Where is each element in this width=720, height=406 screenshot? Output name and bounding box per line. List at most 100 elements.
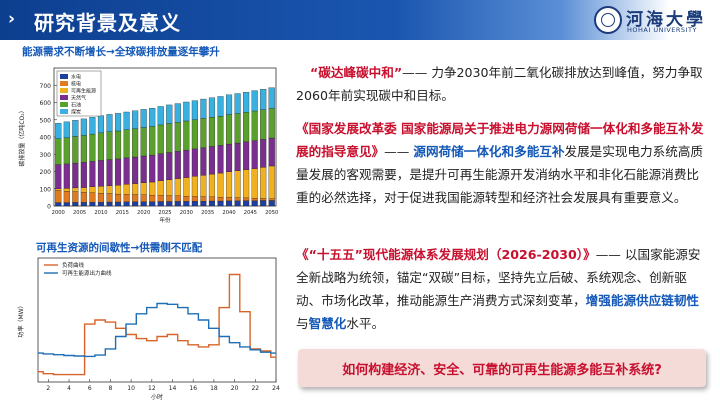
bar-segment [243,200,250,207]
bar-segment [208,173,216,198]
chart1-title: 能源需求不断增长→全球碳排放量逐年攀升 [22,46,220,58]
bar-segment [72,120,79,137]
y-axis-label: 功率（MW） [17,302,25,337]
bar-segment [140,109,147,128]
x-tick-label: 2015 [116,210,129,216]
guidance-highlight: 源网荷储一体化和多能互补 [413,144,565,159]
bar-segment [132,194,139,203]
bar-segment [243,92,250,113]
plan-body: —— 以国家能源安全新战略为统领，锚定“双碳”目标，坚持先立后破、系统观念、创新… [296,247,701,308]
bar-segment [208,146,216,175]
bar-segment [166,123,173,153]
bar-segment [166,104,173,124]
bar-segment [80,135,87,163]
x-tick-label: 2045 [244,210,257,216]
bar-segment [234,113,241,144]
bar-segment [183,177,190,197]
bar-segment [174,201,181,207]
bar-segment [149,126,156,156]
logo-text-cn: 河海大學 [626,10,706,30]
x-tick-label: 4 [67,385,71,392]
bar-segment [183,149,190,178]
bar-segment [183,201,190,207]
bar-segment [200,98,207,119]
carbon-goal-body: —— 力争2030年前二氧化碳排放达到峰值，努力争取2060年前实现碳中和目标。 [296,65,703,103]
bar-segment [114,201,122,207]
bar-segment [132,156,139,184]
bar-segment [132,201,139,207]
bar-segment [149,108,156,127]
bar-segment [191,100,198,120]
bar-segment [260,89,267,110]
y-tick-label: 600 [40,100,52,107]
bar-segment [123,157,130,185]
x-tick-label: 12 [148,385,156,392]
legend-label: 水电 [71,74,81,81]
bar-segment [89,186,96,193]
bar-segment [166,201,173,207]
paragraph-carbon-goal: “碳达峰碳中和”—— 力争2030年前二氧化碳排放达到峰值，努力争取2060年前… [296,61,710,107]
bar-segment [63,137,70,165]
bar-segment [260,200,267,207]
bar-segment [80,118,87,136]
bar-segment [72,187,79,192]
bar-segment [80,192,87,203]
seal-icon [594,6,622,34]
guidance-dash: —— [384,144,414,159]
bar-segment [217,96,224,117]
bar-segment [80,202,87,207]
bar-segment [55,123,62,139]
bar-segment [80,162,87,188]
bar-segment [72,191,79,203]
bar-segment [123,194,130,203]
bar-segment [166,195,173,202]
bar-segment [89,161,96,188]
bar-segment [123,111,130,130]
bar-segment [114,158,122,186]
x-tick-label: 2010 [94,210,107,216]
bar-segment [114,130,122,160]
bar-segment [157,106,164,126]
bar-segment [191,176,198,197]
supply-demand-chart: 2 4 6 8 10 12 14 16 18 20 22 24 小时 功率（MW） 负荷曲线 可再生能源出力曲… [14,254,284,404]
bar-segment [114,184,122,195]
question-box: 如何构建经济、安全、可靠的可再生能源多能互补系统? [298,349,706,387]
x-tick-label: 16 [189,385,197,392]
bar-segment [166,152,173,180]
legend-label: 可再生能源 [71,88,96,95]
bar-segment [217,200,224,207]
bar-segment [97,115,105,134]
carbon-goal-quote: “碳达峰碳中和” [310,65,403,80]
guidance-quote: 《国家发展改革委 国家能源局关于推进电力源网荷储一体化和多能互补发展的指导意见》 [296,121,704,159]
plan-quote: 《“十五五”现代能源体系发展规划（2026-2030）》 [296,247,596,262]
bar-segment [268,87,275,109]
y-tick-label: 200 [40,169,52,176]
bar-segment [217,197,224,202]
x-tick-label: 2020 [137,210,150,216]
paragraph-plan: 《“十五五”现代能源体系发展规划（2026-2030）》—— 以国家能源安全新战… [296,243,710,335]
bar-segment [63,163,70,189]
legend-label: 核电 [71,81,81,88]
bar-segment [140,155,147,183]
bar-segment [106,114,113,132]
bar-segment [157,124,164,154]
bar-segment [251,168,258,199]
bar-segment [149,154,156,183]
series-line [38,302,276,358]
bar-segment [174,103,181,123]
bar-segment [106,131,113,160]
plan-mid: 与 [296,316,309,331]
bar-segment [208,196,216,202]
bar-segment [225,114,233,145]
logo-text-en: HOHAI UNIVERSITY [627,26,697,34]
bar-segment [55,188,62,191]
bar-segment [97,160,105,187]
x-tick-label: 20 [231,385,239,392]
x-tick-label: 2000 [52,210,65,216]
bar-segment [268,165,275,199]
page-title: 研究背景及意义 [34,11,181,35]
bar-segment [132,183,139,195]
legend-label: 天然气 [71,95,86,102]
bar-segment [123,201,130,207]
x-tick-label: 22 [251,385,259,392]
